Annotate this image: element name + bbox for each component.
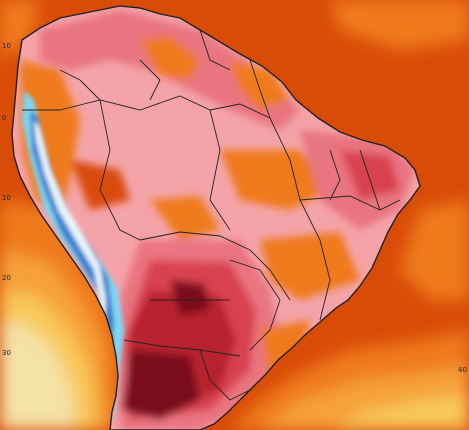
border-ne-3 bbox=[359, 149, 381, 211]
border-uruguay bbox=[199, 349, 251, 401]
border-suriname bbox=[249, 59, 271, 119]
border-interior-2 bbox=[269, 117, 331, 321]
pacific-coolest-band bbox=[0, 320, 76, 430]
land-north-orange-1 bbox=[140, 36, 200, 80]
land-ne-red bbox=[340, 150, 400, 200]
land-se-orange bbox=[260, 232, 360, 300]
border-interior-1 bbox=[209, 109, 231, 231]
tick-label-0: 10 bbox=[2, 42, 11, 50]
caribbean-warm bbox=[0, 0, 40, 60]
border-bolivia-south bbox=[139, 231, 291, 301]
land-central-orange bbox=[220, 150, 330, 210]
border-ne-states bbox=[299, 195, 401, 211]
atlantic-south-cool bbox=[330, 394, 469, 430]
tick-label-2: 10 bbox=[2, 194, 11, 202]
land-south-darkest-2 bbox=[170, 280, 210, 316]
border-ne-2 bbox=[329, 149, 341, 201]
border-colombia bbox=[59, 69, 101, 101]
atlantic-east-warm bbox=[400, 200, 469, 300]
land-se-coast-orange bbox=[260, 320, 310, 380]
land-center-orange-2 bbox=[150, 196, 220, 240]
tick-label-4: 30 bbox=[2, 349, 11, 357]
border-guyana bbox=[199, 29, 231, 71]
border-venezuela bbox=[139, 59, 161, 101]
tick-label-3: 20 bbox=[2, 274, 11, 282]
border-south-2 bbox=[123, 339, 241, 357]
border-peru-brazil bbox=[99, 99, 141, 241]
latitude-ticks: 10 0 10 20 30 40 bbox=[2, 42, 467, 374]
border-se-1 bbox=[229, 259, 281, 351]
land-north-orange-2 bbox=[230, 60, 290, 110]
atlantic-north-warm bbox=[330, 0, 469, 50]
tick-label-5: 40 bbox=[458, 366, 467, 374]
land-south-darkest bbox=[122, 350, 200, 420]
andes-white-band bbox=[34, 120, 106, 340]
political-borders bbox=[22, 29, 401, 401]
land-peru-orange bbox=[70, 160, 130, 210]
tick-label-1: 0 bbox=[2, 114, 6, 122]
